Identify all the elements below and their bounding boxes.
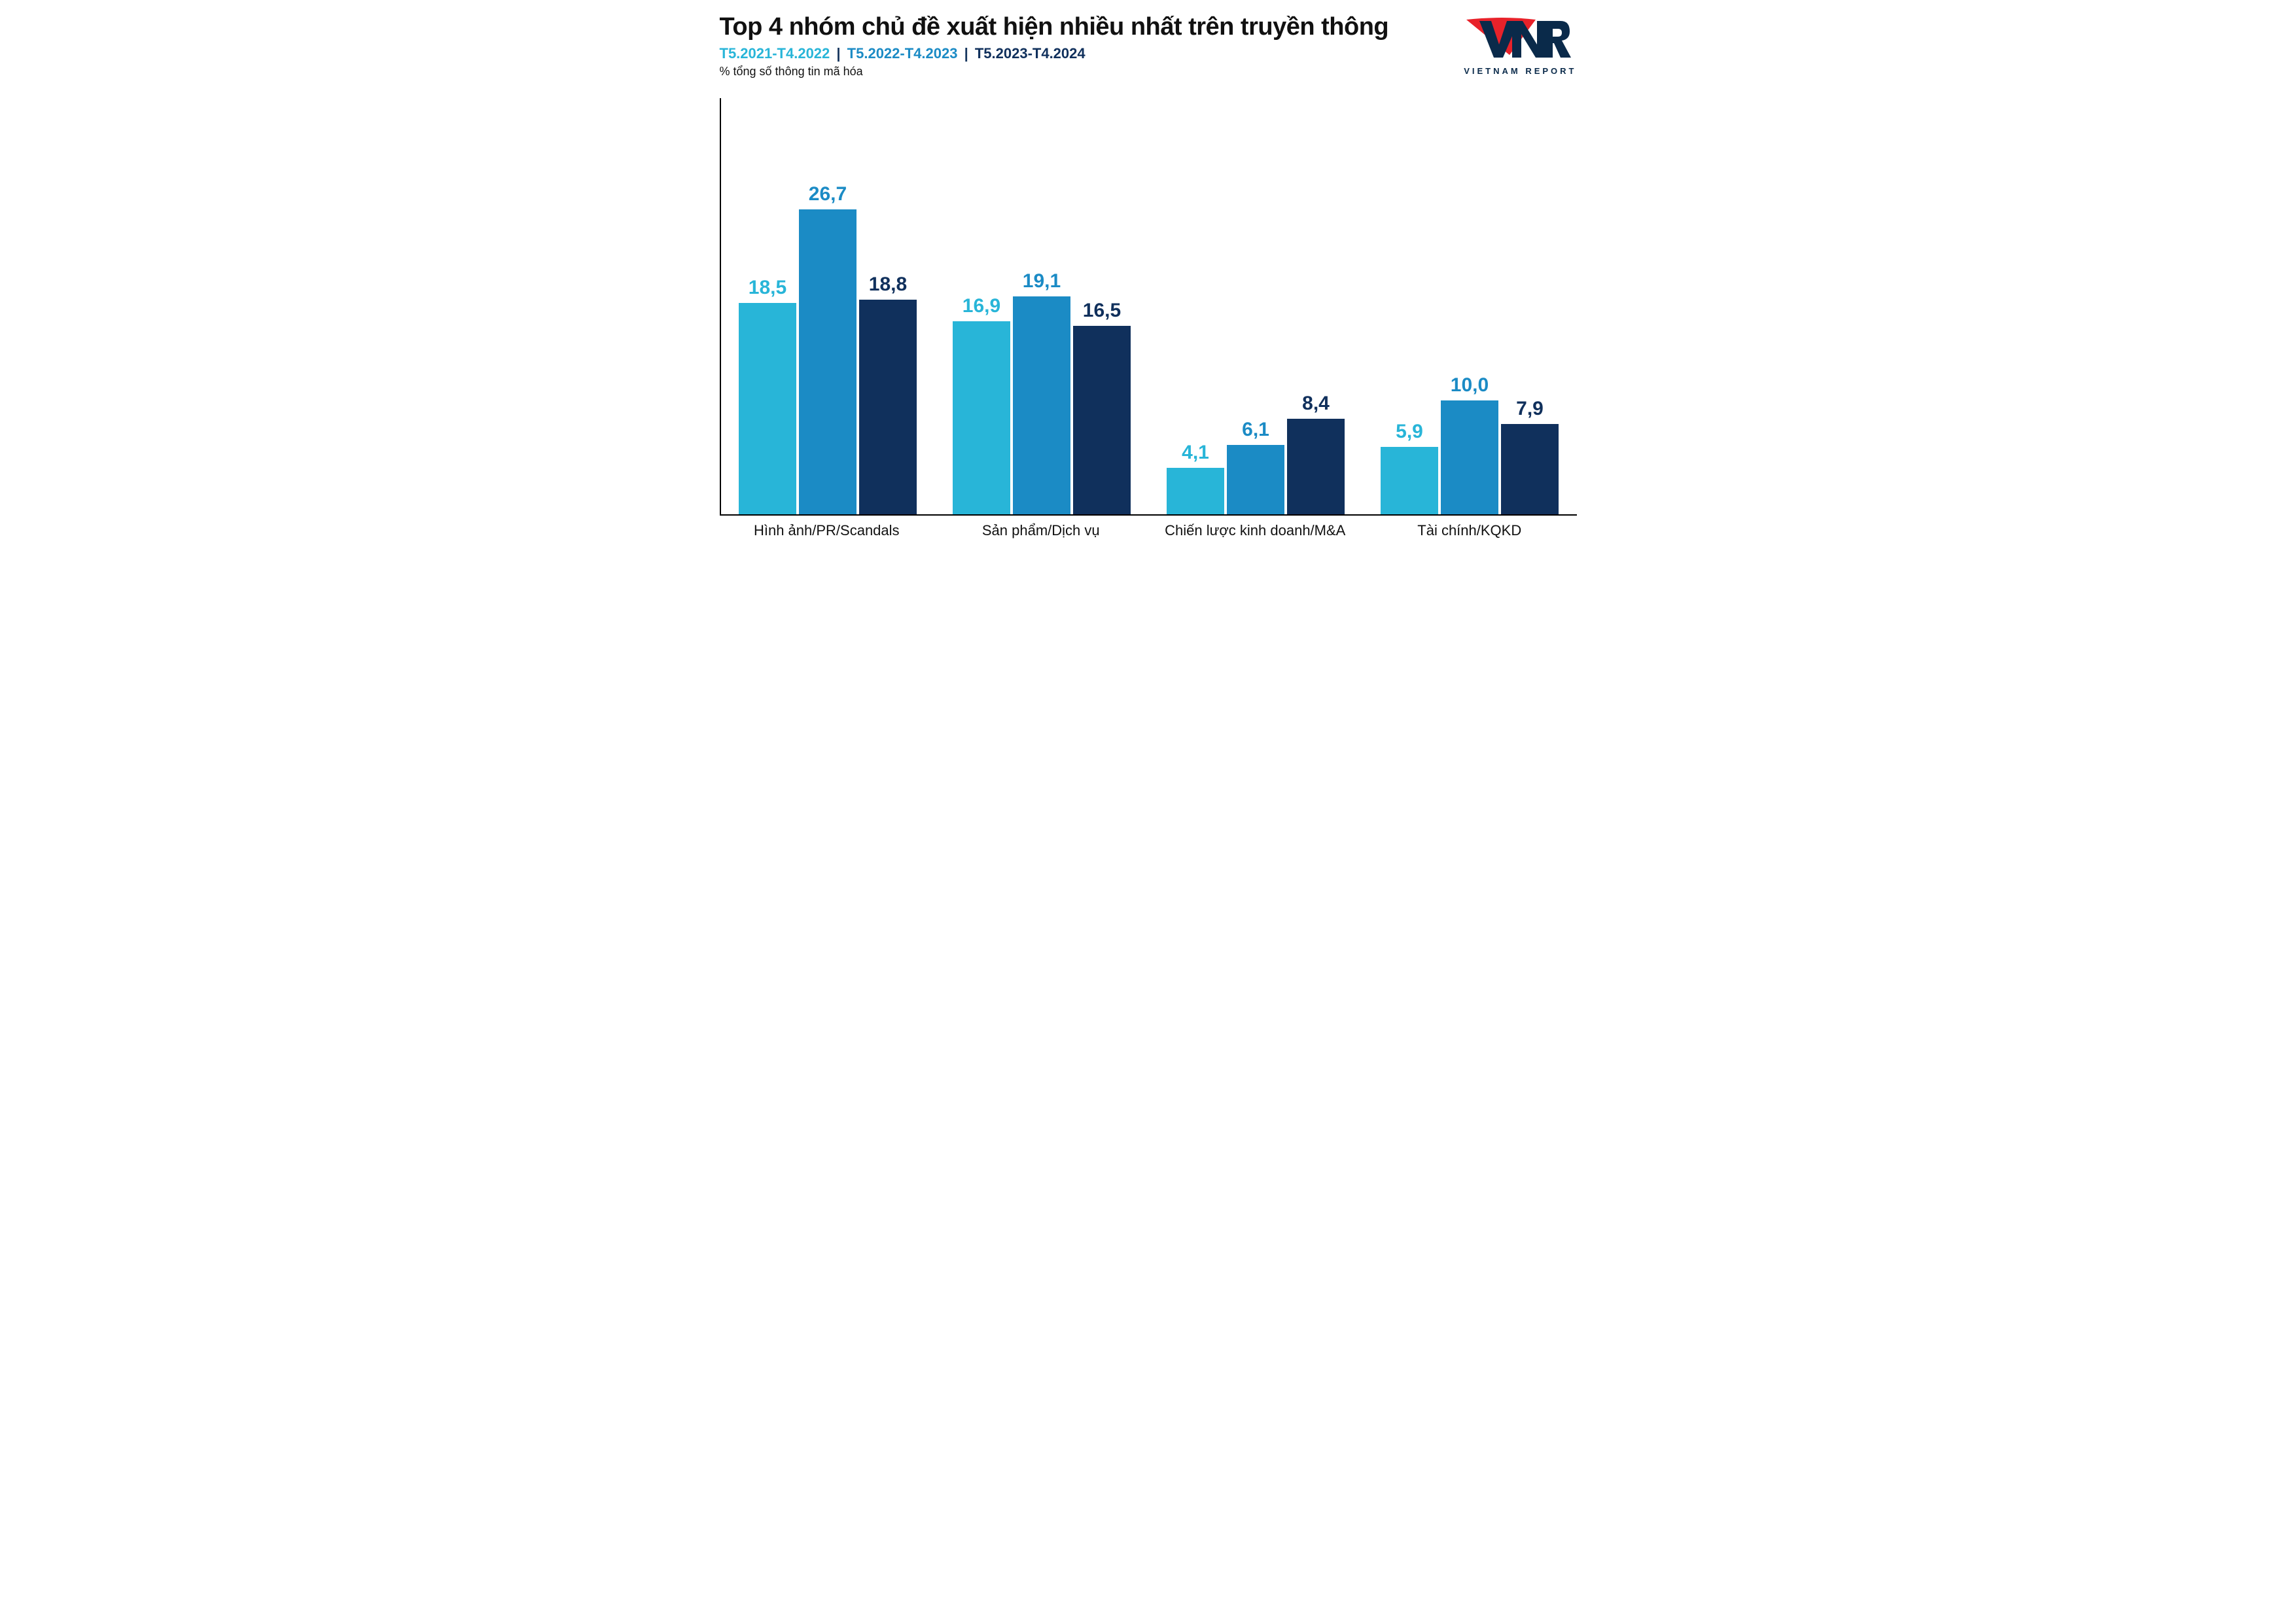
bar-value-label: 18,5 bbox=[749, 277, 786, 299]
bar: 19,1 bbox=[1013, 270, 1070, 514]
legend-separator: | bbox=[960, 45, 972, 62]
bar-value-label: 7,9 bbox=[1516, 398, 1544, 420]
bar-rect bbox=[739, 303, 796, 514]
bar-value-label: 5,9 bbox=[1396, 421, 1423, 443]
bar-rect bbox=[799, 209, 857, 514]
bar-value-label: 6,1 bbox=[1242, 419, 1269, 441]
vnr-logo-text: VIETNAM REPORT bbox=[1464, 67, 1576, 75]
header-row: Top 4 nhóm chủ đề xuất hiện nhiều nhất t… bbox=[720, 13, 1577, 79]
bar: 5,9 bbox=[1381, 421, 1438, 514]
bar-rect bbox=[1073, 326, 1131, 514]
bar-group: 18,5 26,7 18,8 bbox=[721, 98, 935, 514]
bar: 8,4 bbox=[1287, 393, 1345, 514]
bar-rect bbox=[859, 300, 917, 514]
x-axis-labels: Hình ảnh/PR/ScandalsSản phẩm/Dịch vụChiế… bbox=[720, 522, 1577, 539]
bar: 16,5 bbox=[1073, 300, 1131, 514]
chart-subtitle: % tổng số thông tin mã hóa bbox=[720, 65, 1464, 79]
chart-plot-area: 18,5 26,7 18,8 16,9 19,1 16,5 4,1 6,1 8,4 5,9 10,0… bbox=[720, 98, 1577, 516]
bar-value-label: 4,1 bbox=[1182, 442, 1209, 464]
bar-groups: 18,5 26,7 18,8 16,9 19,1 16,5 4,1 6,1 8,4 5,9 10,0… bbox=[721, 98, 1577, 514]
bar-rect bbox=[1441, 400, 1498, 514]
legend-separator: | bbox=[832, 45, 844, 62]
bar-value-label: 19,1 bbox=[1023, 270, 1061, 292]
legend-line: T5.2021-T4.2022 | T5.2022-T4.2023 | T5.2… bbox=[720, 45, 1464, 62]
bar: 6,1 bbox=[1227, 419, 1284, 514]
vnr-logo-icon bbox=[1464, 16, 1575, 64]
category-label: Sản phẩm/Dịch vụ bbox=[934, 522, 1148, 539]
bar: 26,7 bbox=[799, 183, 857, 514]
bar: 16,9 bbox=[953, 295, 1010, 514]
bar-value-label: 26,7 bbox=[809, 183, 847, 205]
legend-item: T5.2023-T4.2024 bbox=[975, 45, 1086, 62]
bar: 4,1 bbox=[1167, 442, 1224, 514]
vnr-logo: VIETNAM REPORT bbox=[1464, 13, 1576, 75]
title-block: Top 4 nhóm chủ đề xuất hiện nhiều nhất t… bbox=[720, 13, 1464, 79]
bar-value-label: 16,5 bbox=[1083, 300, 1121, 322]
bar-group: 4,1 6,1 8,4 bbox=[1149, 98, 1363, 514]
bar: 10,0 bbox=[1441, 374, 1498, 514]
chart-title: Top 4 nhóm chủ đề xuất hiện nhiều nhất t… bbox=[720, 13, 1464, 41]
bar: 18,5 bbox=[739, 277, 796, 514]
bar-rect bbox=[1167, 468, 1224, 514]
bar-value-label: 18,8 bbox=[869, 274, 907, 296]
bar-rect bbox=[953, 321, 1010, 514]
bar: 7,9 bbox=[1501, 398, 1559, 514]
legend-item: T5.2021-T4.2022 bbox=[720, 45, 830, 62]
bar: 18,8 bbox=[859, 274, 917, 514]
bar-rect bbox=[1381, 447, 1438, 514]
bar-value-label: 8,4 bbox=[1302, 393, 1330, 415]
bar-rect bbox=[1013, 296, 1070, 514]
bar-rect bbox=[1227, 445, 1284, 514]
chart-page: Top 4 nhóm chủ đề xuất hiện nhiều nhất t… bbox=[700, 0, 1597, 559]
bar-value-label: 16,9 bbox=[963, 295, 1000, 317]
x-axis-line bbox=[720, 514, 1577, 516]
bar-group: 5,9 10,0 7,9 bbox=[1363, 98, 1577, 514]
category-label: Chiến lược kinh doanh/M&A bbox=[1148, 522, 1363, 539]
category-label: Tài chính/KQKD bbox=[1362, 522, 1577, 539]
bar-group: 16,9 19,1 16,5 bbox=[935, 98, 1149, 514]
bar-rect bbox=[1287, 419, 1345, 514]
legend-item: T5.2022-T4.2023 bbox=[847, 45, 958, 62]
bar-value-label: 10,0 bbox=[1451, 374, 1489, 397]
category-label: Hình ảnh/PR/Scandals bbox=[720, 522, 934, 539]
bar-rect bbox=[1501, 424, 1559, 514]
